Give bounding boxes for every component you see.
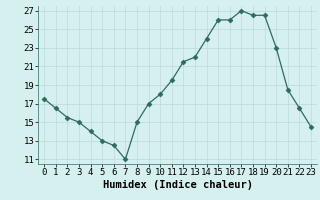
X-axis label: Humidex (Indice chaleur): Humidex (Indice chaleur) xyxy=(103,180,252,190)
